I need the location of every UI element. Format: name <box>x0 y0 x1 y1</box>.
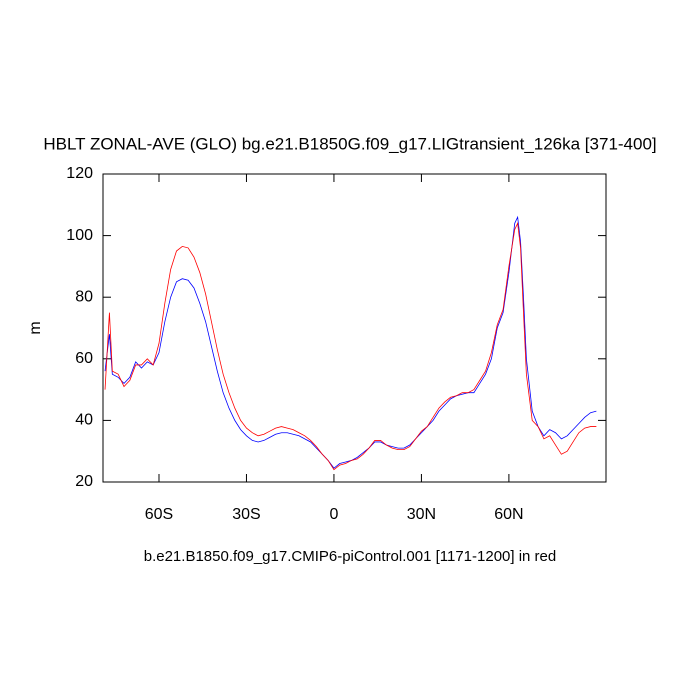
data-line <box>104 221 597 471</box>
y-axis-label: m <box>27 321 44 334</box>
chart-title: HBLT ZONAL-AVE (GLO) bg.e21.B1850G.f09_g… <box>43 134 656 153</box>
x-tick-label: 0 <box>329 506 338 523</box>
data-line <box>104 215 597 469</box>
y-tick-label: 20 <box>75 473 93 490</box>
x-axis-label: b.e21.B1850.f09_g17.CMIP6-piControl.001 … <box>144 548 557 565</box>
x-tick-label: 30N <box>407 506 436 523</box>
x-tick-label: 60S <box>145 506 173 523</box>
y-tick-label: 40 <box>75 412 93 429</box>
y-tick-label: 80 <box>75 288 93 305</box>
y-tick-label: 120 <box>66 165 93 182</box>
x-tick-label: 30S <box>232 506 260 523</box>
y-tick-label: 100 <box>66 227 93 244</box>
plot-frame <box>102 173 607 483</box>
y-tick-label: 60 <box>75 350 93 367</box>
x-tick-label: 60N <box>494 506 523 523</box>
